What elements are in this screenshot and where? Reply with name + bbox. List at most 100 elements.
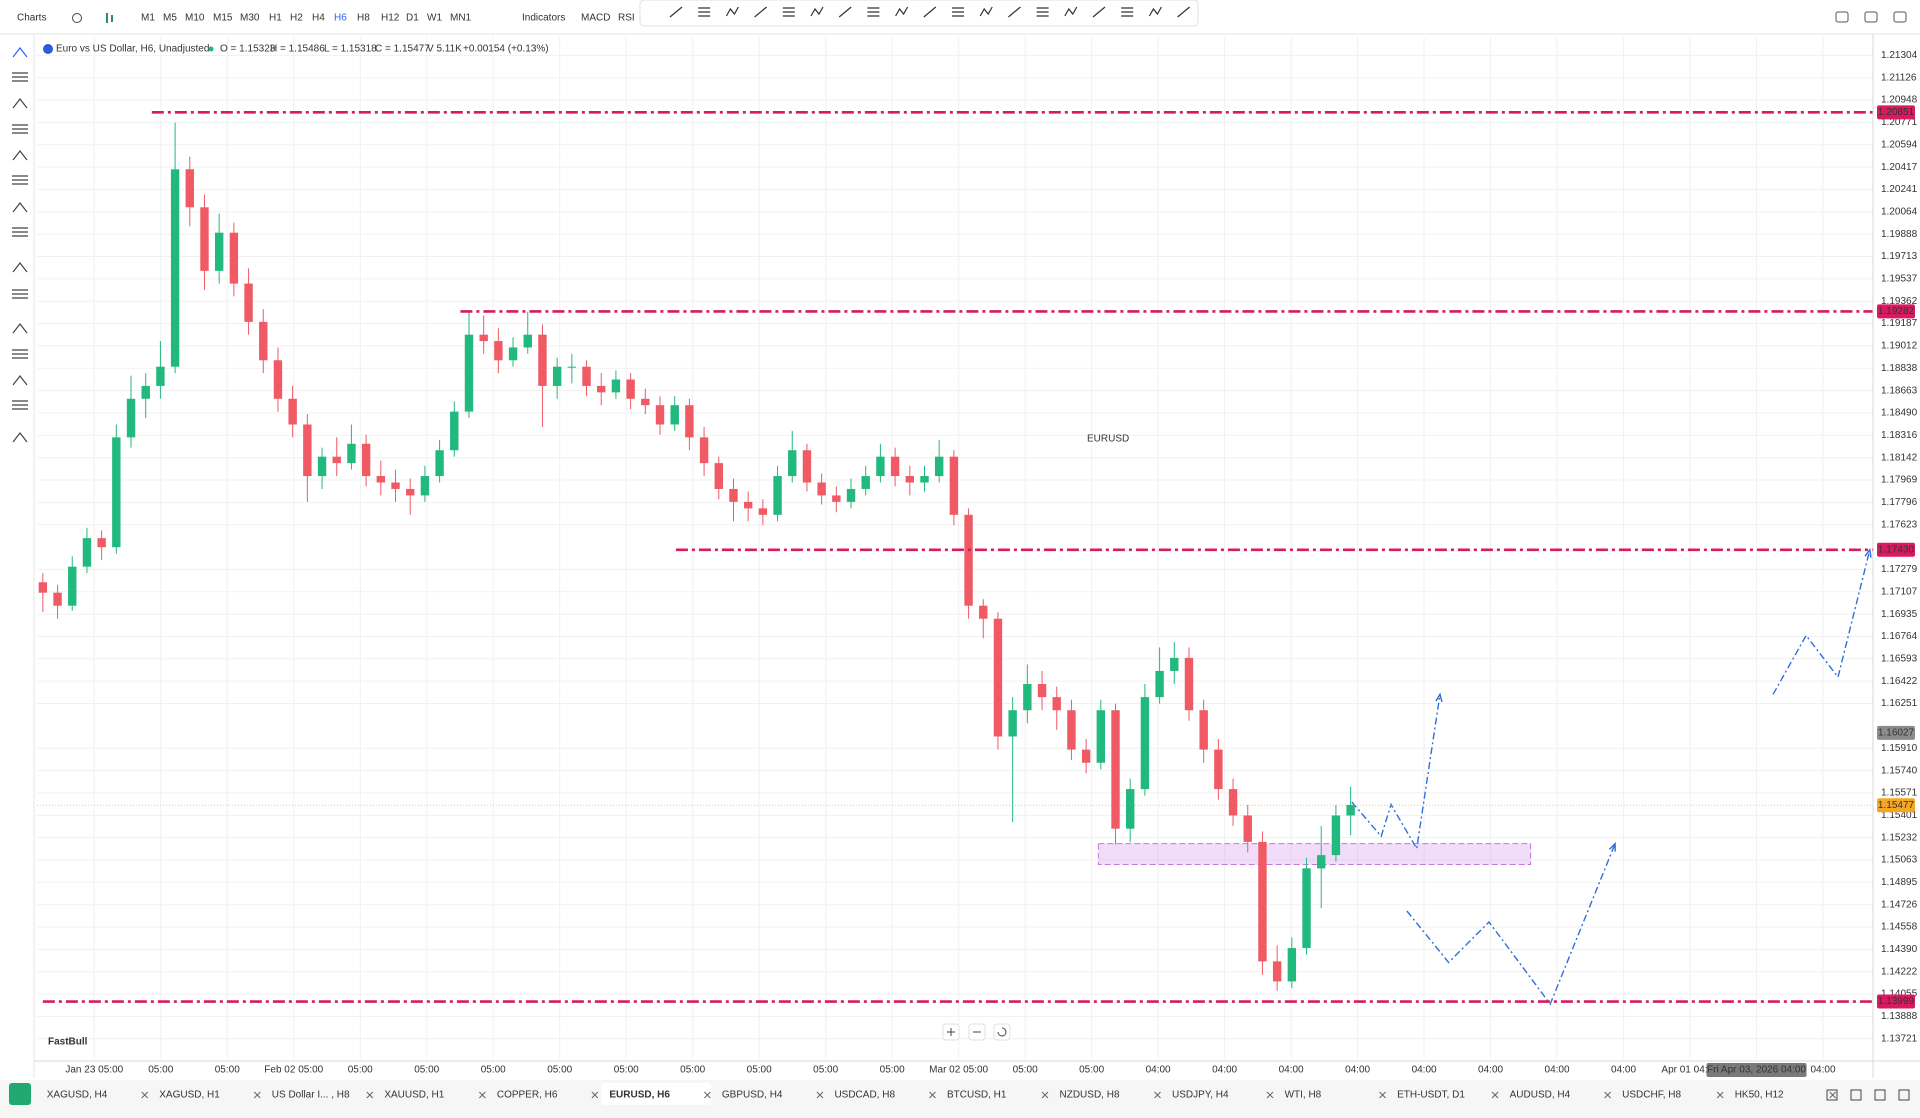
timeframe-button[interactable]: M5 [163,13,177,24]
drawing-tool-icon[interactable] [782,7,795,17]
timeframe-button[interactable]: W1 [427,13,442,24]
indicators-button[interactable]: Indicators [522,13,565,24]
tool-icon[interactable] [12,150,28,161]
drawing-tool-icon[interactable] [1121,7,1134,17]
drawing-tool-icon[interactable] [698,7,711,17]
tab-label[interactable]: USDCAD, H8 [834,1090,895,1101]
tab-close[interactable] [141,1091,149,1099]
tab-bar-icon[interactable] [1826,1089,1838,1101]
tool-icon[interactable] [12,323,28,334]
timeframe-button[interactable]: H1 [269,13,282,24]
tab-close[interactable] [1379,1091,1386,1099]
tool-icon[interactable] [12,349,28,359]
tab-label[interactable]: US Dollar I... , H8 [272,1090,350,1101]
tab-close[interactable] [1604,1091,1611,1099]
study-button[interactable]: RSI [618,13,635,24]
timeframe-button[interactable]: H12 [381,13,400,24]
drawing-tool-icon[interactable] [1008,6,1021,18]
tab-close[interactable] [1154,1091,1161,1099]
study-button[interactable]: MACD [581,13,610,24]
zoom-button[interactable] [993,1023,1011,1041]
timeframe-button[interactable]: H4 [312,13,325,24]
tab-close[interactable] [1266,1091,1274,1099]
tool-icon[interactable] [12,227,28,237]
tab-label[interactable]: WTI, H8 [1285,1090,1322,1101]
tab-bar-icon[interactable] [1898,1089,1910,1101]
tool-icon[interactable] [12,400,28,410]
drawing-tool-icon[interactable] [1177,6,1190,18]
tab-label[interactable]: GBPUSD, H4 [722,1090,783,1101]
tool-icon[interactable] [12,98,28,109]
tab-close[interactable] [253,1091,261,1099]
drawing-tool-icon[interactable] [1148,6,1162,17]
tab-close[interactable] [704,1091,711,1099]
drawing-tool-icon[interactable] [867,7,880,17]
zoom-icon[interactable] [997,1027,1007,1037]
drawing-tool-icon[interactable] [669,6,683,18]
drawing-tool-icon[interactable] [754,6,767,18]
drawing-tool-icon[interactable] [979,6,993,17]
tool-icon[interactable] [12,375,28,386]
tool-icon[interactable] [12,432,28,443]
drawing-tool-icon[interactable] [1092,6,1106,18]
favorites-button[interactable] [9,1083,31,1105]
tool-icon[interactable] [12,47,28,58]
chart-type-icon[interactable] [106,13,113,23]
tab-label[interactable]: AUDUSD, H4 [1510,1090,1571,1101]
tab-label[interactable]: ETH-USDT, D1 [1397,1090,1465,1101]
drawing-tool-icon[interactable] [923,6,937,18]
tab-close[interactable] [1041,1091,1049,1099]
tab-close[interactable] [478,1091,486,1099]
zoom-icon[interactable] [947,1028,955,1036]
tab-label[interactable]: XAUUSD, H1 [384,1090,444,1101]
tool-icon[interactable] [12,289,28,299]
tab-label[interactable]: BTCUSD, H1 [947,1090,1007,1101]
window-icon[interactable] [1864,11,1878,23]
tab-close[interactable] [1716,1091,1724,1099]
drawing-tool-icon[interactable] [895,6,909,17]
window-icon[interactable] [1835,11,1849,23]
timeframe-button[interactable]: M30 [240,13,260,24]
drawing-tool-icon[interactable] [810,6,824,17]
timeframe-button[interactable]: M10 [185,13,205,24]
drawing-tool-icon[interactable] [838,6,852,18]
drawing-tool-icon[interactable] [725,6,739,17]
drawing-tool-icon[interactable] [1036,7,1049,17]
tab-label[interactable]: XAGUSD, H4 [47,1090,108,1101]
tab-label[interactable]: XAGUSD, H1 [159,1090,220,1101]
candle-body [890,456,900,477]
tab-close[interactable] [816,1091,824,1099]
timeframe-button[interactable]: D1 [406,13,419,24]
tool-icon[interactable] [12,175,28,185]
tab-close[interactable] [366,1091,374,1099]
tab-bar-icon[interactable] [1874,1089,1886,1101]
tool-icon[interactable] [12,124,28,134]
tab-label[interactable]: EURUSD, H6 [609,1090,670,1101]
tab-close[interactable] [929,1091,936,1099]
timeframe-button[interactable]: M1 [141,13,155,24]
tab-label[interactable]: HK50, H12 [1735,1090,1784,1101]
timeframe-button[interactable]: H8 [357,13,370,24]
drawing-tool-icon[interactable] [952,7,964,17]
timeframe-button[interactable]: MN1 [450,13,472,24]
timeframe-button[interactable]: H2 [290,13,303,24]
tab-bar-icon[interactable] [1850,1089,1862,1101]
tab-close[interactable] [1491,1091,1499,1099]
tool-icon[interactable] [12,202,28,213]
window-icon[interactable] [1893,11,1907,23]
drawing-tool-icon[interactable] [1064,6,1078,17]
tab-close[interactable] [1829,1091,1837,1099]
tool-icon[interactable] [12,262,28,273]
tab-label[interactable]: USDCHF, H8 [1622,1090,1681,1101]
tool-icon[interactable] [12,72,28,82]
tab-label[interactable]: USDJPY, H4 [1172,1090,1229,1101]
timeframe-button[interactable]: M15 [213,13,233,24]
tab-close[interactable] [591,1091,599,1099]
tab-label[interactable]: COPPER, H6 [497,1090,558,1101]
menu-button[interactable]: Charts [17,13,46,24]
tab-label[interactable]: NZDUSD, H8 [1060,1090,1120,1101]
search-icon[interactable] [72,13,82,23]
timeframe-button[interactable]: H6 [334,13,347,24]
level-label: 1.20851 [1878,107,1915,118]
